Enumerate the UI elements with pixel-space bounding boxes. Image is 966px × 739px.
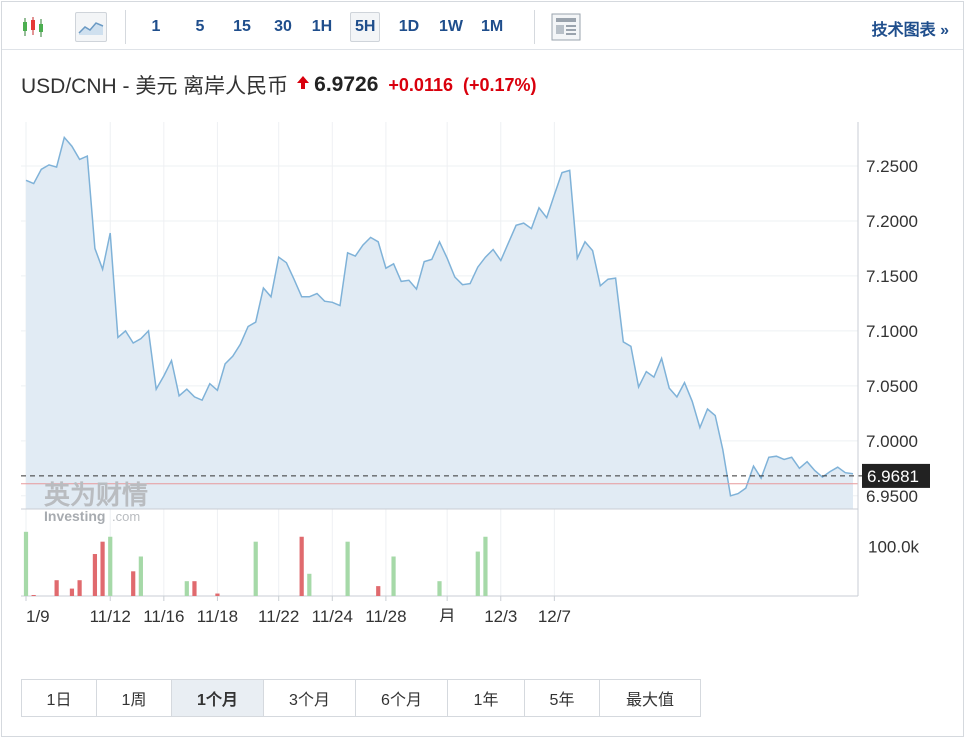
- volume-bar: [192, 581, 197, 596]
- chart-toolbar: 1 5 15 30 1H 5H 1D 1W 1M 技术图表 »: [2, 2, 963, 50]
- interval-5h[interactable]: 5H: [350, 12, 381, 42]
- y-tick-label: 7.1000: [866, 322, 918, 341]
- range-4[interactable]: 6个月: [356, 680, 448, 716]
- volume-bar: [391, 556, 396, 596]
- x-tick-label: 月: [439, 607, 456, 622]
- range-6[interactable]: 5年: [525, 680, 600, 716]
- x-tick-label: 12/3: [484, 607, 517, 622]
- volume-bar: [376, 586, 381, 596]
- interval-5[interactable]: 5: [195, 18, 205, 35]
- volume-bar: [299, 536, 304, 596]
- y-tick-label: 6.9500: [866, 487, 918, 506]
- interval-15[interactable]: 15: [233, 18, 251, 35]
- volume-bar: [138, 556, 143, 596]
- instrument-name: USD/CNH - 美元 离岸人民币: [21, 75, 289, 98]
- up-arrow-icon: [296, 75, 310, 95]
- volume-bar: [131, 571, 136, 596]
- volume-bar: [69, 588, 75, 596]
- volume-bar: [92, 554, 98, 596]
- range-5[interactable]: 1年: [448, 680, 525, 716]
- quote-header: USD/CNH - 美元 离岸人民币 6.9726 +0.0116 (+0.17…: [21, 70, 537, 100]
- current-value-badge: [862, 463, 930, 488]
- price-line: [25, 135, 854, 497]
- news-icon[interactable]: [550, 12, 582, 42]
- x-tick-label: 12/7: [538, 607, 571, 622]
- range-0[interactable]: 1日: [22, 680, 97, 716]
- x-tick-label: 11/12: [90, 607, 131, 622]
- volume-bar: [100, 541, 105, 596]
- range-3[interactable]: 3个月: [264, 680, 356, 716]
- volume-bar: [253, 541, 258, 596]
- x-tick-label: 11/24: [312, 607, 353, 622]
- volume-bar: [23, 531, 29, 596]
- interval-1[interactable]: 1: [151, 18, 161, 35]
- candlestick-chart-icon[interactable]: [17, 12, 49, 42]
- x-tick-label: 11/28: [365, 607, 406, 622]
- y-tick-label: 7.1500: [866, 267, 918, 286]
- volume-bar: [215, 593, 220, 596]
- last-price: 6.9726: [314, 73, 379, 96]
- range-7[interactable]: 最大值: [600, 680, 700, 716]
- interval-30[interactable]: 30: [274, 18, 292, 35]
- volume-bar: [31, 595, 36, 596]
- watermark-en: Investing: [44, 508, 105, 524]
- price-chart[interactable]: 7.2500 7.2000 7.1500 7.1000 7.0500 7.0000 6.95…: [2, 112, 963, 622]
- x-tick-label: 1/9: [26, 607, 50, 622]
- y-tick-label: 7.0000: [866, 432, 918, 451]
- volume-axis-label: 100.0k: [868, 538, 920, 557]
- price-change-percent: (+0.17%): [462, 74, 537, 95]
- interval-1h[interactable]: 1H: [311, 18, 333, 35]
- y-tick-label: 7.0500: [866, 377, 918, 396]
- volume-bar: [77, 580, 82, 596]
- y-tick-label: 7.2500: [866, 157, 918, 176]
- volume-bar: [108, 536, 113, 596]
- volume-bar: [184, 581, 189, 596]
- volume-bar: [307, 573, 312, 596]
- range-selector: 1日 1周 1个月 3个月 6个月 1年 5年 最大值: [21, 679, 701, 717]
- x-tick-label: 11/18: [197, 607, 238, 622]
- y-tick-label: 7.2000: [866, 212, 918, 231]
- price-area: [26, 137, 853, 509]
- tech-chart-link[interactable]: 技术图表 »: [871, 22, 949, 39]
- toolbar-divider: [125, 10, 126, 44]
- volume-bar: [483, 536, 488, 596]
- range-1[interactable]: 1周: [97, 680, 172, 716]
- area-chart-icon[interactable]: [75, 12, 107, 42]
- range-2[interactable]: 1个月: [172, 680, 264, 716]
- interval-1d[interactable]: 1D: [398, 18, 420, 35]
- volume-bar: [54, 580, 59, 596]
- interval-1m[interactable]: 1M: [481, 18, 504, 35]
- volume-bar: [345, 541, 350, 596]
- interval-1w[interactable]: 1W: [439, 18, 463, 35]
- volume-bar: [475, 551, 480, 596]
- watermark-domain: .com: [112, 509, 140, 524]
- toolbar-divider: [534, 10, 535, 44]
- price-change: +0.0116: [388, 74, 453, 95]
- current-value-label: 6.9681: [867, 467, 919, 486]
- volume-bar: [437, 581, 442, 596]
- x-tick-label: 11/16: [143, 607, 184, 622]
- watermark-cn: 英为财情: [44, 481, 148, 511]
- x-tick-label: 11/22: [258, 607, 299, 622]
